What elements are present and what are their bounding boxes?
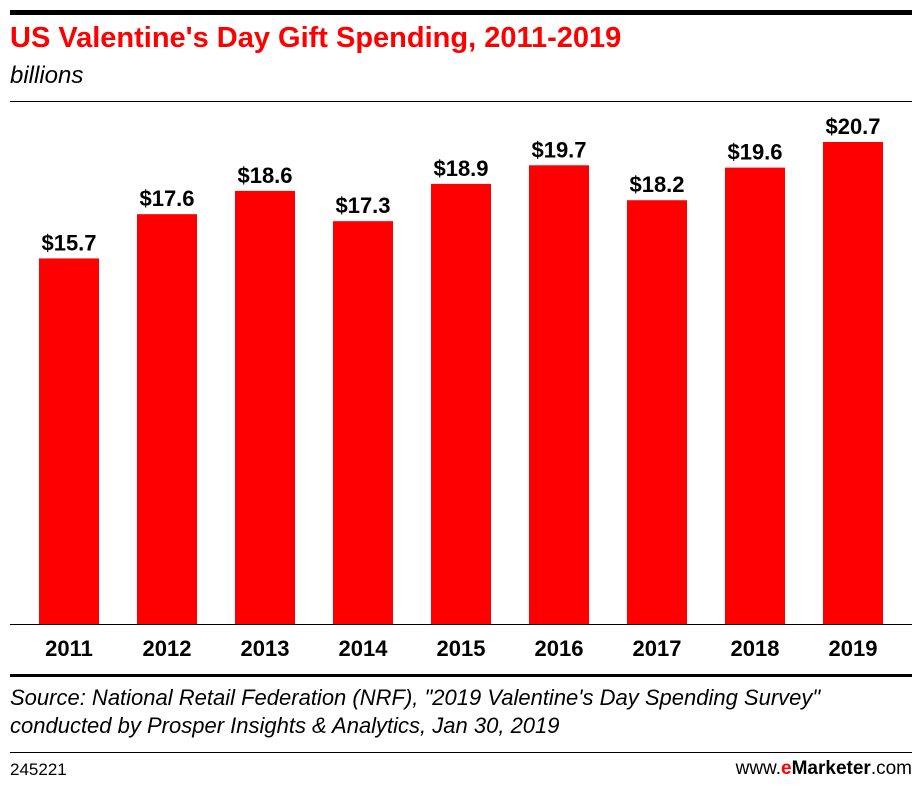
source-note: Source: National Retail Federation (NRF)… <box>10 685 821 738</box>
bar-2011 <box>39 258 99 624</box>
header-divider <box>10 101 912 102</box>
chart-bottom-rule <box>10 674 912 677</box>
bar-2012 <box>137 214 197 624</box>
top-rule <box>10 10 912 15</box>
data-label-2011: $15.7 <box>41 230 96 255</box>
bar-2018 <box>725 167 785 624</box>
footer-divider <box>10 752 912 753</box>
bar-2015 <box>431 183 491 625</box>
data-label-2014: $17.3 <box>335 193 390 218</box>
brand-suffix: .com <box>870 758 912 779</box>
x-tick-label-2019: 2019 <box>829 636 878 661</box>
x-tick-label-2013: 2013 <box>241 636 290 661</box>
data-label-2017: $18.2 <box>629 172 684 197</box>
data-label-2013: $18.6 <box>237 163 292 188</box>
data-label-2016: $19.7 <box>531 137 586 162</box>
x-tick-label-2012: 2012 <box>143 636 192 661</box>
chart-id: 245221 <box>10 760 67 779</box>
x-tick-label-2011: 2011 <box>45 636 93 661</box>
bar-chart: $15.7 2011 $17.6 2012 $18.6 2013 $17.3 2014 $18.… <box>10 114 912 677</box>
bar-2013 <box>235 190 295 624</box>
data-label-2015: $18.9 <box>433 156 488 181</box>
data-label-2018: $19.6 <box>727 140 782 165</box>
bar-2017 <box>627 200 687 624</box>
chart-subtitle: billions <box>10 62 84 89</box>
bar-2014 <box>333 221 393 625</box>
x-tick-label-2016: 2016 <box>535 636 584 661</box>
data-label-2012: $17.6 <box>139 186 194 211</box>
x-tick-label-2015: 2015 <box>437 636 486 661</box>
chart-title: US Valentine's Day Gift Spending, 2011-2… <box>10 22 622 54</box>
x-tick-label-2018: 2018 <box>731 636 780 661</box>
brand-e: e <box>781 758 792 779</box>
bar-2016 <box>529 165 589 624</box>
bar-2019 <box>823 142 883 624</box>
data-label-2019: $20.7 <box>825 114 880 139</box>
x-tick-label-2017: 2017 <box>633 636 682 661</box>
brand-prefix: www. <box>735 758 782 779</box>
brand-marketer: Marketer <box>791 758 871 779</box>
x-tick-label-2014: 2014 <box>339 636 389 661</box>
emarketer-logo[interactable]: www.eMarketer.com <box>736 758 912 780</box>
